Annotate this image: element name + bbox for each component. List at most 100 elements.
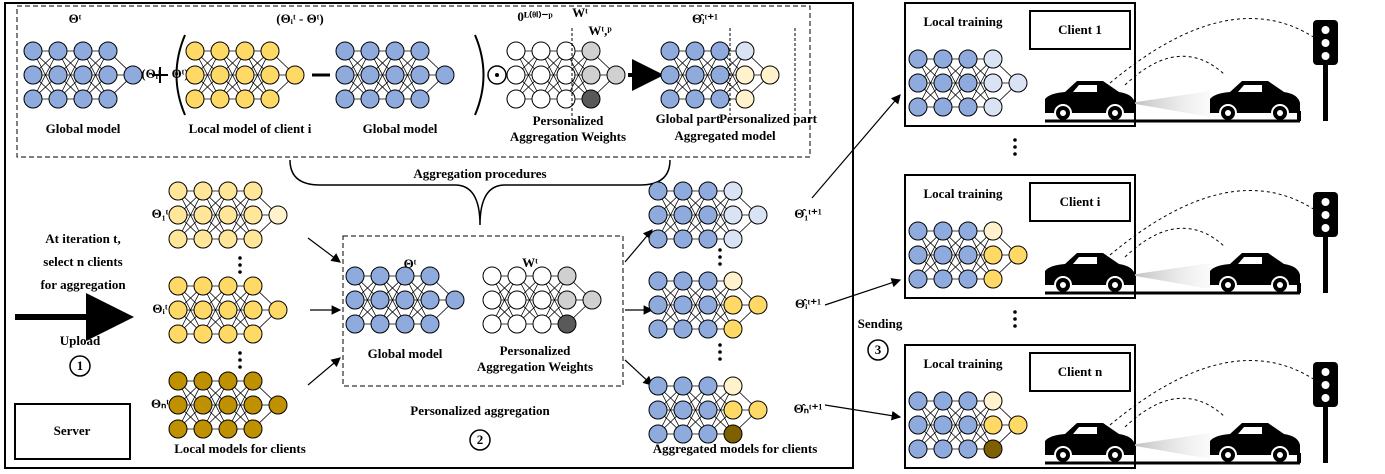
- net-node: [194, 277, 212, 295]
- net-node: [532, 66, 550, 84]
- net-node: [186, 66, 204, 84]
- ellipsis-dot: [1013, 145, 1017, 149]
- label: Wᵗ,ᵖ: [588, 23, 612, 38]
- label: Sending: [858, 316, 903, 331]
- net-node: [661, 66, 679, 84]
- net-node: [724, 401, 742, 419]
- net-node: [386, 66, 404, 84]
- lamp: [1322, 198, 1330, 206]
- step-number: 2: [477, 432, 484, 447]
- net-node: [934, 50, 952, 68]
- layout: ΘᵗGlobal model(Θᵢᵗ - Θᵗ)(Θᵢᵗ - Θᵗ)Local …: [15, 3, 1338, 468]
- curb: [1297, 283, 1301, 293]
- label: Personalized part: [719, 111, 818, 126]
- net-node: [211, 66, 229, 84]
- net-node: [724, 182, 742, 200]
- net-node: [711, 42, 729, 60]
- net-node: [211, 42, 229, 60]
- label: Aggregation Weights: [477, 359, 593, 374]
- label: Aggregated models for clients: [653, 441, 818, 456]
- net-node: [244, 230, 262, 248]
- net-node: [984, 416, 1002, 434]
- arrow: [825, 280, 900, 305]
- net-node: [984, 246, 1002, 264]
- net-node: [211, 90, 229, 108]
- net-node: [934, 74, 952, 92]
- hub: [1277, 452, 1283, 458]
- net-node: [909, 246, 927, 264]
- net-node: [909, 98, 927, 116]
- label: Personalized: [500, 343, 572, 358]
- light-pole: [1323, 63, 1328, 121]
- ellipsis-dot: [238, 270, 242, 274]
- hub: [1277, 110, 1283, 116]
- label: Wᵗ: [572, 5, 588, 20]
- net-node: [649, 401, 667, 419]
- net-node: [244, 372, 262, 390]
- net-node: [219, 182, 237, 200]
- arrow: [812, 95, 900, 198]
- label: (Θᵢᵗ - Θᵗ): [276, 11, 324, 26]
- net-node: [446, 291, 464, 309]
- net-node: [582, 42, 600, 60]
- ellipsis-dot: [238, 263, 242, 267]
- net-node: [934, 270, 952, 288]
- net-node: [411, 42, 429, 60]
- net-node: [674, 320, 692, 338]
- net-node: [959, 416, 977, 434]
- net-node: [959, 50, 977, 68]
- net-node: [984, 270, 1002, 288]
- label: Θ₁ᵗ: [152, 206, 169, 221]
- net-node: [483, 291, 501, 309]
- net-node: [736, 66, 754, 84]
- net-node: [711, 66, 729, 84]
- net-node: [269, 301, 287, 319]
- hub: [1225, 452, 1231, 458]
- net-node: [909, 50, 927, 68]
- step-number: 3: [875, 342, 882, 357]
- label: Global model: [363, 121, 438, 136]
- lamp: [1322, 381, 1330, 389]
- net-node: [607, 66, 625, 84]
- lamp: [1322, 26, 1330, 34]
- label: Client n: [1058, 364, 1103, 379]
- net-node: [436, 66, 454, 84]
- label: 0ᴸ⁽ᶿⁱ⁾⁻ᵖ: [517, 9, 553, 24]
- net-node: [959, 246, 977, 264]
- ellipsis-dot: [718, 343, 722, 347]
- net-node: [244, 182, 262, 200]
- net-node: [699, 320, 717, 338]
- net-node: [74, 42, 92, 60]
- net-node: [99, 90, 117, 108]
- net-node: [219, 301, 237, 319]
- label: Θ̂ₙᵗ⁺¹: [794, 401, 823, 416]
- net-node: [533, 291, 551, 309]
- net-node: [194, 301, 212, 319]
- signal: [1110, 18, 1315, 83]
- net-node: [99, 66, 117, 84]
- net-node: [244, 420, 262, 438]
- lamp: [1322, 39, 1330, 47]
- net-node: [169, 277, 187, 295]
- beam: [1130, 433, 1210, 459]
- net-node: [99, 42, 117, 60]
- net-node: [934, 246, 952, 264]
- net-node: [699, 182, 717, 200]
- net-node: [386, 42, 404, 60]
- net-node: [649, 377, 667, 395]
- label: Θ̂ᵢᵗ⁺¹: [795, 296, 821, 311]
- net-node: [558, 291, 576, 309]
- net-node: [421, 291, 439, 309]
- net-node: [686, 66, 704, 84]
- label: At iteration t,: [45, 231, 120, 246]
- net-node: [194, 206, 212, 224]
- net-node: [736, 90, 754, 108]
- net-node: [934, 222, 952, 240]
- net-node: [49, 66, 67, 84]
- net-node: [984, 98, 1002, 116]
- net-node: [421, 315, 439, 333]
- net-node: [396, 291, 414, 309]
- net-node: [186, 42, 204, 60]
- net-node: [361, 66, 379, 84]
- net-node: [194, 420, 212, 438]
